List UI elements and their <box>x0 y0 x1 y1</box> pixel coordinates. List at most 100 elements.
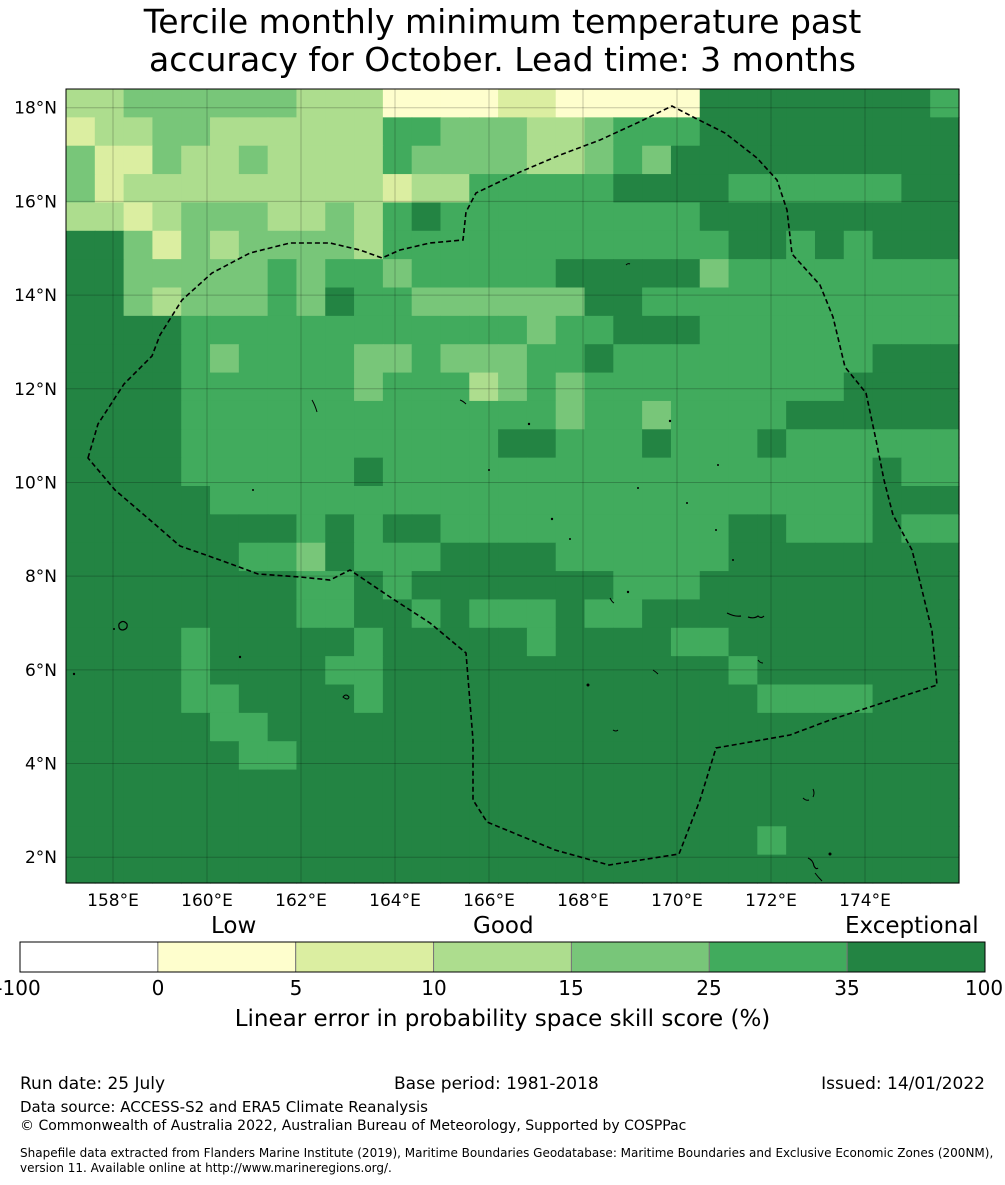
skill-cell <box>555 174 586 204</box>
skill-cell <box>238 174 269 204</box>
skill-cell <box>238 230 269 260</box>
skill-cell <box>469 599 499 629</box>
skill-cell <box>152 514 182 544</box>
skill-cell <box>152 684 182 714</box>
skill-cell <box>354 571 384 601</box>
skill-cell <box>411 259 442 289</box>
skill-cell <box>181 315 211 345</box>
skill-cell <box>642 514 672 544</box>
skill-cell <box>325 400 355 430</box>
skill-cell <box>296 89 326 118</box>
skill-cell <box>642 684 672 714</box>
skill-cell <box>670 400 701 430</box>
latitude-tick-labels: 18°N 16°N 14°N 12°N 10°N 8°N 6°N 4°N 2°N <box>14 99 57 868</box>
skill-cell <box>526 117 557 147</box>
skill-cell <box>66 145 96 175</box>
skill-cell <box>210 230 240 260</box>
skill-cell <box>382 627 413 657</box>
skill-cell <box>267 89 298 118</box>
skill-cell <box>238 741 269 771</box>
skill-cell <box>642 854 672 884</box>
skill-cell <box>354 769 384 799</box>
skill-cell <box>152 854 182 884</box>
skill-cell <box>555 797 586 827</box>
skill-cell <box>181 656 211 686</box>
skill-cell <box>699 202 730 232</box>
skill-cell <box>411 741 442 771</box>
skill-cell <box>930 230 960 260</box>
skill-cell <box>296 797 326 827</box>
skill-cell <box>814 372 845 402</box>
skill-cell <box>440 344 470 374</box>
skill-cell <box>354 486 384 515</box>
skill-cell <box>901 230 931 260</box>
skill-cell <box>210 89 240 118</box>
skill-cell <box>670 315 701 345</box>
skill-cell <box>930 854 960 884</box>
skill-cell <box>181 514 211 544</box>
skill-cell <box>267 372 298 402</box>
skill-cell <box>152 230 182 260</box>
longitude-tick-label: 162°E <box>275 891 327 911</box>
title-line-2: accuracy for October. Lead time: 3 month… <box>149 40 856 79</box>
skill-cell <box>181 854 211 884</box>
skill-cell <box>728 854 758 884</box>
island-dot <box>626 590 630 594</box>
skill-cell <box>728 315 758 345</box>
skill-cell <box>123 769 154 799</box>
skill-cell <box>469 826 499 856</box>
skill-cell <box>152 259 182 289</box>
skill-cell <box>325 627 355 657</box>
skill-cell <box>354 542 384 572</box>
skill-cell <box>94 145 125 175</box>
skill-cell <box>584 656 614 686</box>
skill-cell <box>584 797 614 827</box>
island-dot <box>113 628 115 630</box>
skill-cell <box>843 117 874 147</box>
skill-cell <box>757 769 787 799</box>
skill-cell <box>843 287 874 317</box>
skill-cell <box>843 457 874 487</box>
skill-cell <box>814 656 845 686</box>
skill-cell <box>181 542 211 572</box>
skill-cell <box>354 400 384 430</box>
skill-cell <box>901 486 931 515</box>
island-outline <box>802 788 815 801</box>
skill-cell <box>814 684 845 714</box>
skill-cell <box>123 656 154 686</box>
legend-category-low: Low <box>211 913 257 939</box>
skill-cell <box>757 202 787 232</box>
skill-cell <box>670 712 701 742</box>
skill-cell <box>382 429 413 459</box>
skill-cell <box>872 854 902 884</box>
skill-cell <box>843 684 874 714</box>
skill-cell <box>411 514 442 544</box>
skill-cell <box>901 202 931 232</box>
skill-cell <box>498 202 528 232</box>
skill-cell <box>699 457 730 487</box>
skill-cell <box>757 797 787 827</box>
skill-cell <box>814 429 845 459</box>
skill-cell <box>498 429 528 459</box>
colorbar-tick-label: 15 <box>558 976 584 1000</box>
skill-cell <box>382 514 413 544</box>
skill-cell <box>699 89 730 118</box>
skill-cell <box>786 89 816 118</box>
skill-cell <box>440 599 470 629</box>
skill-cell <box>296 514 326 544</box>
skill-cell <box>296 202 326 232</box>
skill-cell <box>786 542 816 572</box>
skill-cell <box>411 457 442 487</box>
skill-cell <box>555 344 586 374</box>
skill-cell <box>210 599 240 629</box>
skill-cell <box>296 542 326 572</box>
skill-cell <box>814 797 845 827</box>
skill-cell <box>930 145 960 175</box>
skill-cell <box>699 797 730 827</box>
skill-cell <box>757 230 787 260</box>
skill-cell <box>94 486 125 515</box>
skill-cell <box>901 826 931 856</box>
eez-boundary-west <box>87 105 938 866</box>
skill-cell <box>555 656 586 686</box>
skill-cell <box>238 627 269 657</box>
